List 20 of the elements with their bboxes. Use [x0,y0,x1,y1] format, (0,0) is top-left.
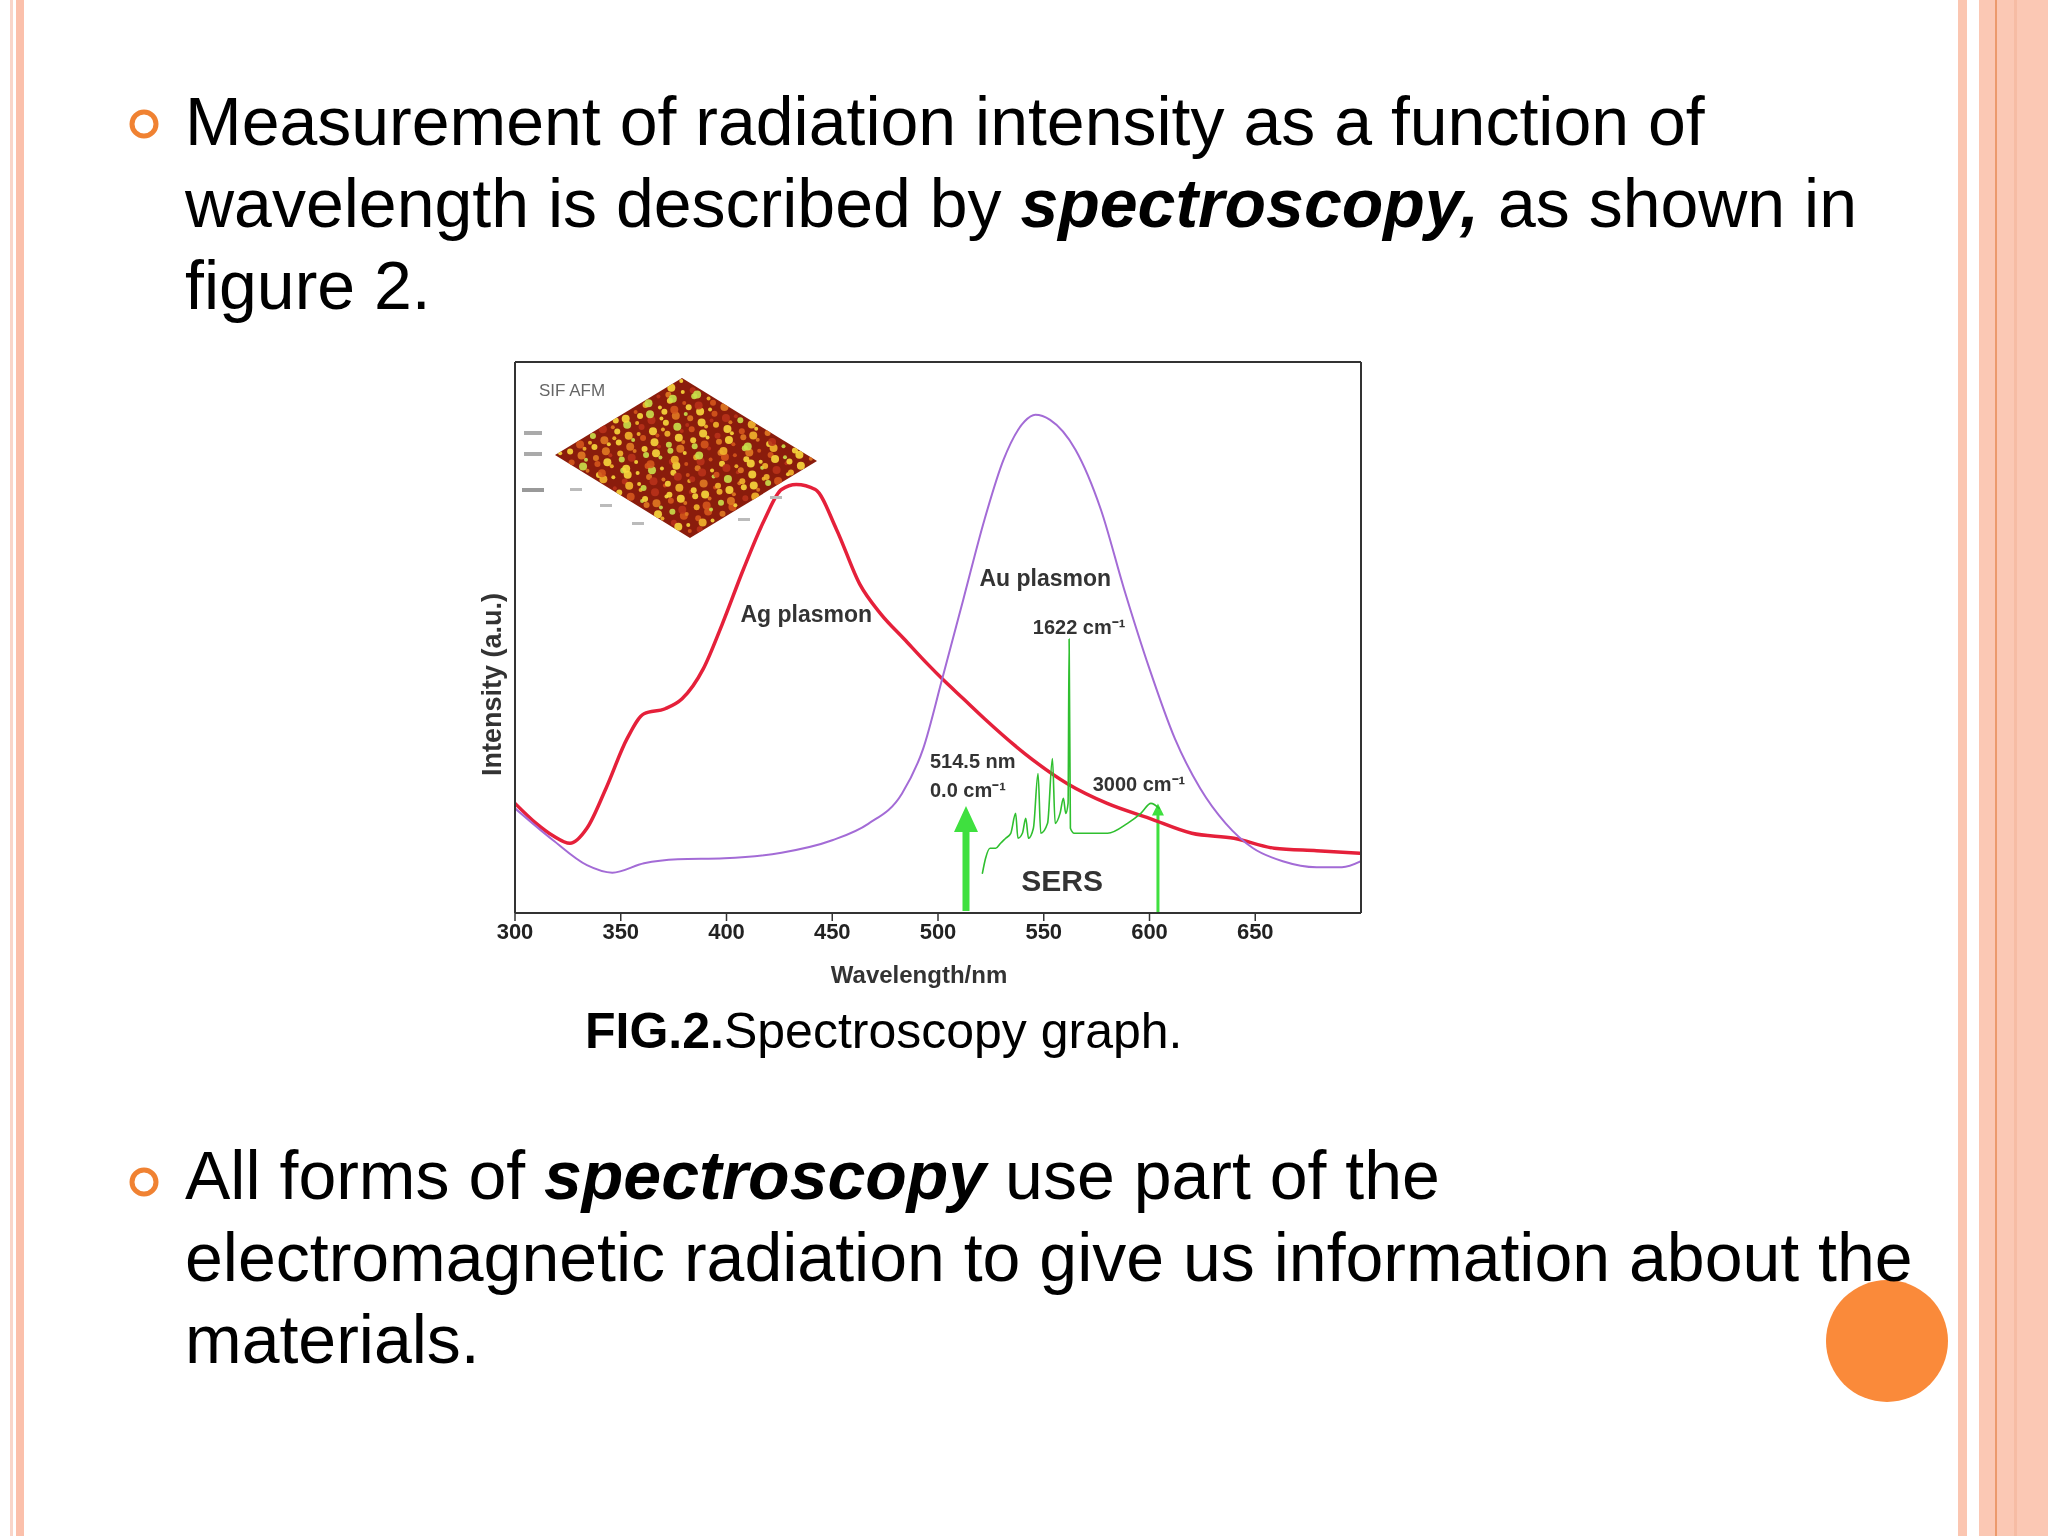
text: All forms of spectroscopy use part of the electromagnetic radiation to give us information about the materials. [185,1137,1913,1377]
x-tick-label: 300 [496,918,534,944]
series-label: Au plasmon [979,564,1112,591]
x-axis-title: Wavelength/nm [830,960,1008,988]
x-tick-label: 600 [1131,918,1168,944]
series-label: SERS [1021,863,1103,897]
y-axis-title: Intensity (a.u.) [477,592,507,777]
annotation: 1622 cm⁻¹ [1032,615,1126,638]
series-label: Ag plasmon [740,600,873,627]
x-tick-label: 650 [1236,918,1274,944]
x-tick-label: 500 [919,918,957,944]
caption: FIG.2.Spectroscopy graph. [585,1002,1183,1060]
text: SIF AFM [538,380,606,400]
x-tick-label: 400 [708,918,745,944]
annotation: 514.5 nm 0.0 cm⁻¹ [930,750,1016,801]
x-tick-label: 350 [602,918,640,944]
text: Measurement of radiation intensity as a function of wavelength is described by spectroscopy, as shown in figure 2. [185,83,1858,323]
x-tick-label: 550 [1025,918,1063,944]
annotation: 3000 cm⁻¹ [1092,773,1186,796]
x-tick-label: 450 [813,918,851,944]
